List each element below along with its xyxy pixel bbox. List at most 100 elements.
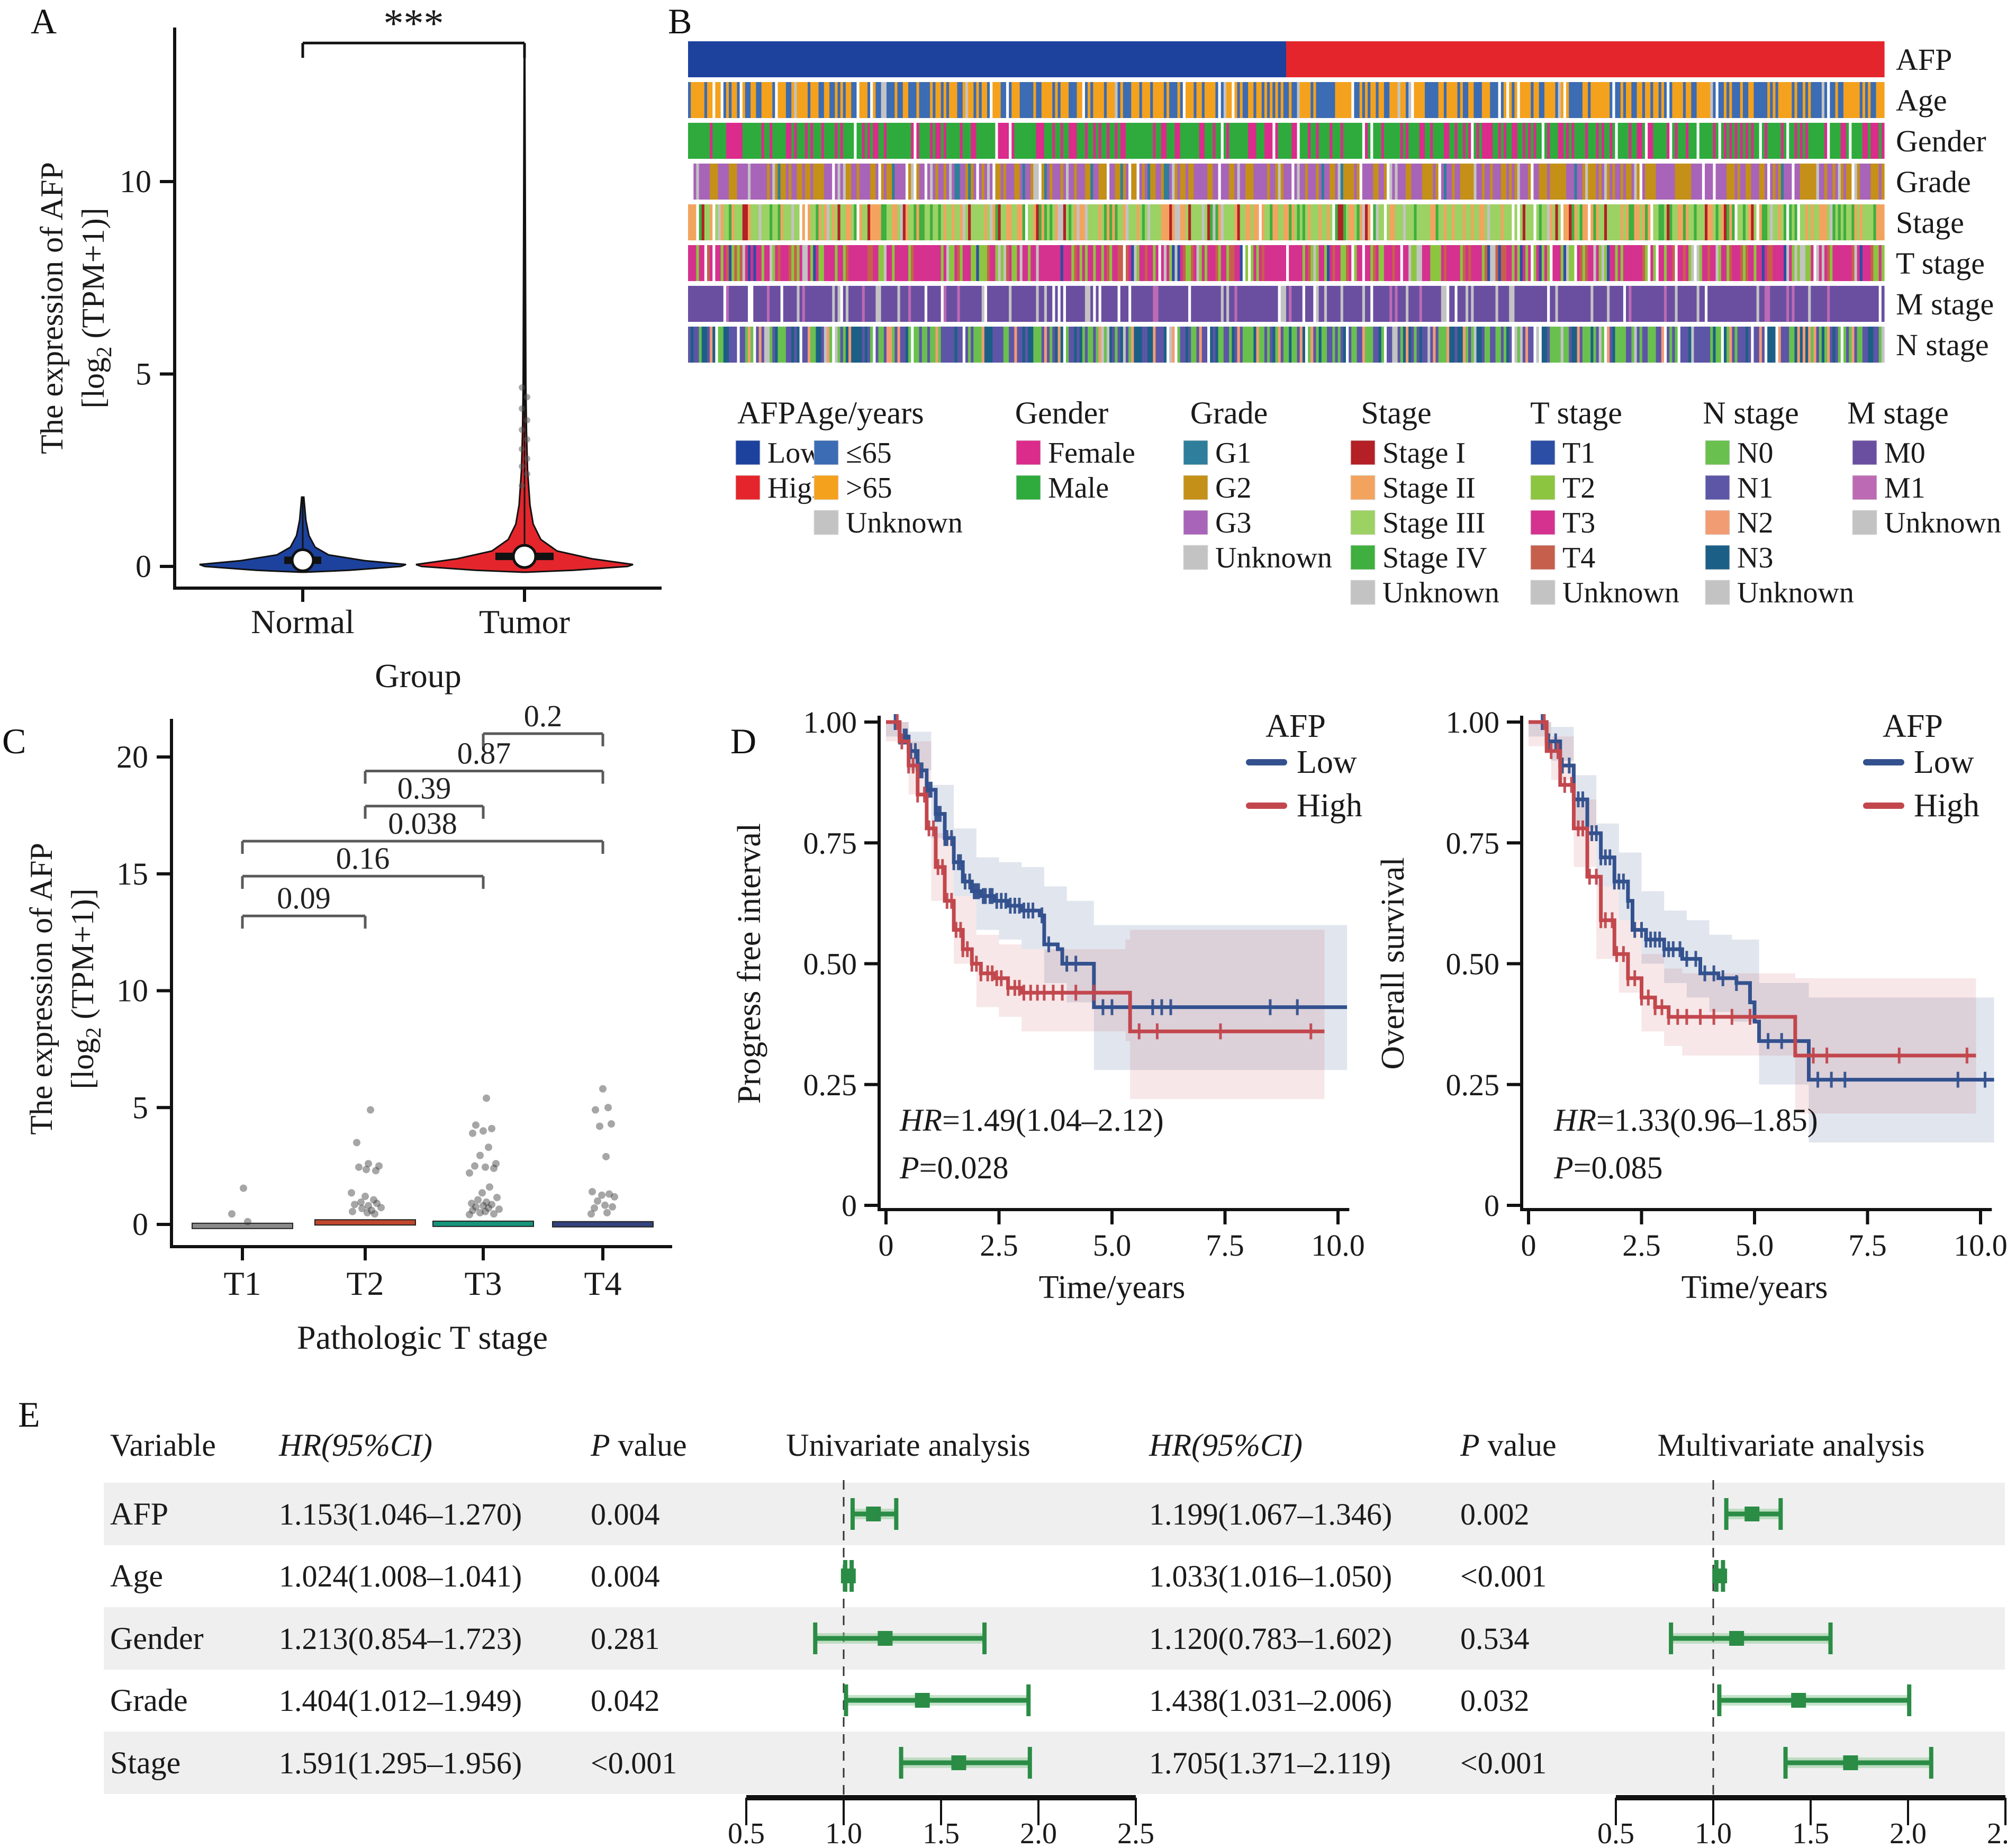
legend-entry-label: N0 [1737, 437, 1773, 470]
legend-entry-label: N1 [1737, 472, 1773, 504]
c-category-label: T4 [584, 1265, 621, 1302]
e-axis-tick: 2.5 [1987, 1817, 2007, 1848]
panel-label-e: E [18, 1394, 40, 1435]
e-row-uni-hr: 1.591(1.295–1.956) [279, 1746, 522, 1780]
c-ytick: 15 [116, 857, 148, 891]
c-ylabel: The expression of AFP [24, 843, 59, 1135]
a-ytick: 5 [135, 357, 151, 392]
heatmap-row-label: M stage [1896, 287, 1994, 321]
km-curve-high [1529, 720, 1976, 1058]
heatmap-row-age [688, 82, 1885, 118]
e-row-multi-hr: 1.120(0.783–1.602) [1149, 1621, 1392, 1656]
e-row-multi-p: 0.002 [1460, 1497, 1530, 1531]
heatmap-row-afp [688, 41, 1885, 77]
heatmap-row-gender [688, 123, 1885, 159]
legend-entry-label: G3 [1215, 507, 1251, 539]
e-axis-tick: 1.0 [825, 1817, 862, 1848]
svg-text:[log2 (TPM+1)]: [log2 (TPM+1)] [76, 208, 116, 408]
legend-title: Gender [1015, 395, 1109, 430]
legend-entry-label: T1 [1562, 437, 1595, 470]
heatmap-row-label: T stage [1896, 246, 1985, 281]
km-xtick: 0 [1521, 1228, 1536, 1263]
legend-title: Age/years [795, 395, 924, 430]
heatmap-row-n-stage [688, 327, 1885, 363]
e-header-p-uni: P value [590, 1428, 687, 1463]
legend-entry-label: G2 [1215, 472, 1251, 504]
panel-d-km-d2: 0 0.25 0.50 0.75 1.00 0 2.5 5.0 7.5 10.0 Overall s… [1375, 705, 2007, 1305]
panel-a-violin-plot: 0 5 10[log2 (TPM+1)]The expression of AFP N… [34, 1, 662, 695]
km-legend-label: High [1914, 788, 1979, 824]
e-row-uni-p: 0.004 [591, 1559, 660, 1593]
e-row-multi-p: 0.534 [1460, 1621, 1530, 1656]
e-axis-tick: 2.5 [1117, 1817, 1154, 1848]
c-xlabel: Pathologic T stage [297, 1319, 548, 1356]
legend-title: M stage [1847, 395, 1949, 430]
e-row-multi-hr: 1.438(1.031–2.006) [1149, 1683, 1392, 1718]
heatmap-row-label: AFP [1896, 42, 1952, 77]
legend-entry-label: T3 [1562, 507, 1595, 539]
km-ytick: 1.00 [803, 705, 857, 740]
c-pvalue: 0.39 [397, 771, 451, 806]
a-category-label: Tumor [479, 603, 570, 641]
a-category-label: Normal [251, 603, 355, 641]
legend-title: T stage [1530, 395, 1622, 430]
km-ci-band-high [1529, 722, 1976, 1114]
e-row-multi-p: <0.001 [1460, 1559, 1547, 1593]
km-ylabel: Overall survival [1375, 857, 1411, 1069]
km-xtick: 10.0 [1954, 1228, 2007, 1263]
km-annotation: HR=1.49(1.04–2.12) [899, 1103, 1164, 1138]
e-header-hr-multi: HR(95%CI) [1149, 1428, 1303, 1463]
km-xtick: 2.5 [1622, 1228, 1661, 1263]
km-annotation: HR=1.33(0.96–1.85) [1553, 1103, 1818, 1138]
legend-entry-label: ≤65 [846, 437, 892, 470]
km-legend-title: AFP [1265, 708, 1326, 744]
e-row-multi-hr: 1.199(1.067–1.346) [1149, 1497, 1392, 1531]
e-row-uni-p: 0.004 [591, 1497, 660, 1531]
km-ytick: 0.25 [803, 1068, 857, 1102]
legend-entry-label: Unknown [1884, 507, 2001, 539]
km-ytick: 0.75 [1446, 826, 1500, 860]
e-row-uni-hr: 1.153(1.046–1.270) [279, 1497, 522, 1531]
km-xtick: 2.5 [980, 1228, 1018, 1263]
e-header-univariate: Univariate analysis [786, 1428, 1030, 1463]
c-ytick: 20 [116, 740, 148, 774]
e-row-uni-hr: 1.213(0.854–1.723) [279, 1621, 522, 1656]
heatmap-row-label: Grade [1896, 165, 1971, 199]
c-pvalue: 0.16 [336, 841, 390, 876]
legend-entry-label: N2 [1737, 507, 1773, 539]
c-ytick: 10 [116, 973, 148, 1008]
km-ci-band-low [886, 722, 1348, 1070]
e-row-multi-p: <0.001 [1460, 1746, 1547, 1780]
panel-label-c: C [2, 721, 26, 761]
km-ytick: 0 [842, 1188, 857, 1223]
km-ci-band-high [886, 722, 1325, 1099]
km-xtick: 10.0 [1311, 1228, 1365, 1263]
legend-entry-label: Female [1048, 437, 1135, 470]
e-axis-tick: 0.5 [1597, 1817, 1634, 1848]
c-category-label: T1 [223, 1265, 261, 1302]
legend-entry-label: M1 [1884, 472, 1925, 504]
km-annotation: P=0.028 [899, 1150, 1009, 1185]
legend-entry-label: Stage IV [1382, 542, 1487, 574]
legend-title: Stage [1361, 395, 1431, 430]
km-ytick: 0 [1484, 1188, 1499, 1223]
panel-label-b: B [668, 1, 692, 41]
e-header-hr-uni: HR(95%CI) [278, 1428, 432, 1463]
km-xlabel: Time/years [1681, 1269, 1828, 1305]
legend-entry-label: Unknown [1737, 576, 1854, 609]
km-ytick: 1.00 [1446, 705, 1500, 740]
c-pvalue: 0.09 [277, 881, 331, 915]
km-curve-high [886, 720, 1325, 1033]
c-pvalue: 0.038 [388, 806, 457, 841]
legend-entry-label: G1 [1215, 437, 1251, 470]
km-ytick: 0.50 [803, 947, 857, 981]
km-ytick: 0.75 [803, 826, 857, 860]
km-legend-title: AFP [1883, 708, 1943, 744]
